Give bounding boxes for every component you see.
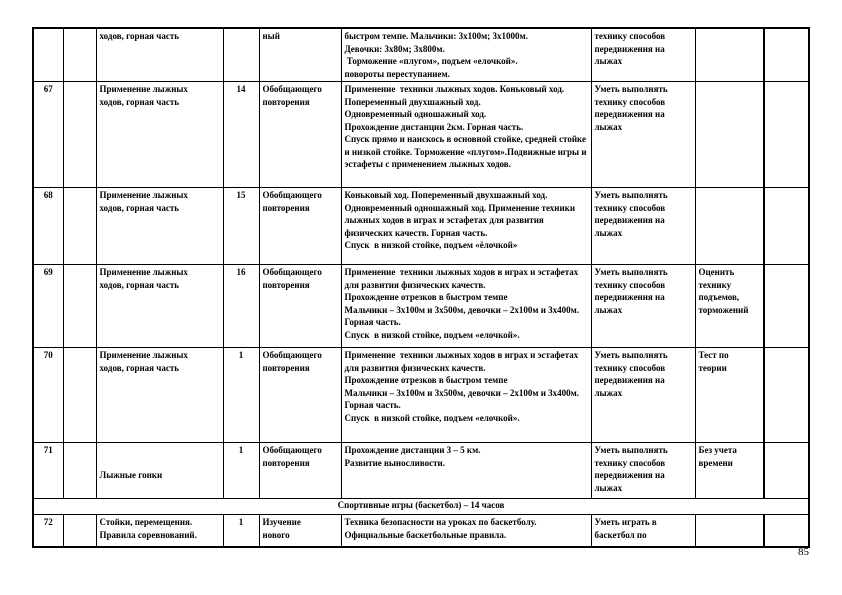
- lesson-number-cell: 68: [32, 187, 64, 265]
- content-cell: Техника безопасности на уроках по баскет…: [340, 514, 592, 547]
- assessment-cell: Оценить технику подъемов, торможений: [694, 264, 765, 348]
- content-cell: Применение техники лыжных ходов в играх …: [340, 264, 592, 348]
- lesson-number-cell: 69: [32, 264, 64, 348]
- table-row: 72 Стойки, перемещения. Правила соревнова…: [32, 514, 810, 547]
- date-cell: [62, 81, 97, 188]
- table-row: 69 Применение лыжных ходов, горная часть 1…: [32, 264, 810, 348]
- skills-cell: Уметь выполнять технику способов передви…: [590, 347, 696, 443]
- content-cell: быстром темпе. Мальчики: 3х100м; 3х1000м…: [340, 27, 592, 82]
- assessment-cell: Без учета времени: [694, 442, 765, 499]
- date-cell: [62, 347, 97, 443]
- assessment-cell: Тест по теории: [694, 347, 765, 443]
- skills-cell: Уметь выполнять технику способов передви…: [590, 442, 696, 499]
- lesson-plan-table-body: ходов, горная часть ный быстром темпе. Мал…: [32, 27, 810, 547]
- lesson-number-cell: [32, 27, 64, 82]
- lesson-number-cell: 71: [32, 442, 64, 499]
- lesson-plan-table: ходов, горная часть ный быстром темпе. Мал…: [32, 27, 810, 548]
- content-cell: Применение техники лыжных ходов. Коньков…: [340, 81, 592, 188]
- notes-cell: [763, 81, 810, 188]
- topic-cell: Применение лыжных ходов, горная часть: [95, 187, 224, 265]
- notes-cell: [763, 442, 810, 499]
- table-row: 68 Применение лыжных ходов, горная часть 1…: [32, 187, 810, 265]
- table-row: 67 Применение лыжных ходов, горная часть 1…: [32, 81, 810, 188]
- hours-cell: [222, 27, 260, 82]
- topic-cell: Применение лыжных ходов, горная часть: [95, 81, 224, 188]
- assessment-cell: [694, 514, 765, 547]
- assessment-cell: [694, 187, 765, 265]
- lesson-type-cell: Обобщающего повторения: [258, 81, 342, 188]
- lesson-number-cell: 72: [32, 514, 64, 547]
- table-row: ходов, горная часть ный быстром темпе. Мал…: [32, 27, 810, 82]
- lesson-number-cell: 70: [32, 347, 64, 443]
- notes-cell: [763, 264, 810, 348]
- lesson-type-cell: Изучение нового: [258, 514, 342, 547]
- page-number: 85: [798, 546, 809, 558]
- topic-cell: Лыжные гонки: [95, 442, 224, 499]
- hours-cell: 1: [222, 514, 260, 547]
- table-row: 71 Лыжные гонки 1 Обобщающего повторения Пр…: [32, 442, 810, 499]
- skills-cell: Уметь играть в баскетбол по: [590, 514, 696, 547]
- notes-cell: [763, 347, 810, 443]
- hours-cell: 16: [222, 264, 260, 348]
- assessment-cell: [694, 27, 765, 82]
- topic-cell: Применение лыжных ходов, горная часть: [95, 264, 224, 348]
- notes-cell: [763, 27, 810, 82]
- skills-cell: технику способов передвижения на лыжах: [590, 27, 696, 82]
- notes-cell: [763, 514, 810, 547]
- skills-cell: Уметь выполнять технику способов передви…: [590, 187, 696, 265]
- topic-cell: Стойки, перемещения. Правила соревновани…: [95, 514, 224, 547]
- hours-cell: 1: [222, 347, 260, 443]
- date-cell: [62, 514, 97, 547]
- date-cell: [62, 264, 97, 348]
- content-cell: Коньковый ход. Попеременный двухшажный х…: [340, 187, 592, 265]
- section-header: Спортивные игры (баскетбол) – 14 часов: [32, 498, 810, 515]
- lesson-type-cell: Обобщающего повторения: [258, 347, 342, 443]
- assessment-cell: [694, 81, 765, 188]
- lesson-type-cell: Обобщающего повторения: [258, 187, 342, 265]
- date-cell: [62, 187, 97, 265]
- section-row: Спортивные игры (баскетбол) – 14 часов: [32, 498, 810, 515]
- lesson-type-cell: Обобщающего повторения: [258, 442, 342, 499]
- lesson-number-cell: 67: [32, 81, 64, 188]
- topic-cell: Применение лыжных ходов, горная часть: [95, 347, 224, 443]
- lesson-type-cell: Обобщающего повторения: [258, 264, 342, 348]
- date-cell: [62, 442, 97, 499]
- hours-cell: 1: [222, 442, 260, 499]
- notes-cell: [763, 187, 810, 265]
- table-row: 70 Применение лыжных ходов, горная часть 1…: [32, 347, 810, 443]
- hours-cell: 15: [222, 187, 260, 265]
- skills-cell: Уметь выполнять технику способов передви…: [590, 264, 696, 348]
- content-cell: Применение техники лыжных ходов в играх …: [340, 347, 592, 443]
- content-cell: Прохождение дистанции 3 – 5 км. Развитие…: [340, 442, 592, 499]
- date-cell: [62, 27, 97, 82]
- lesson-type-cell: ный: [258, 27, 342, 82]
- topic-cell: ходов, горная часть: [95, 27, 224, 82]
- skills-cell: Уметь выполнять технику способов передви…: [590, 81, 696, 188]
- hours-cell: 14: [222, 81, 260, 188]
